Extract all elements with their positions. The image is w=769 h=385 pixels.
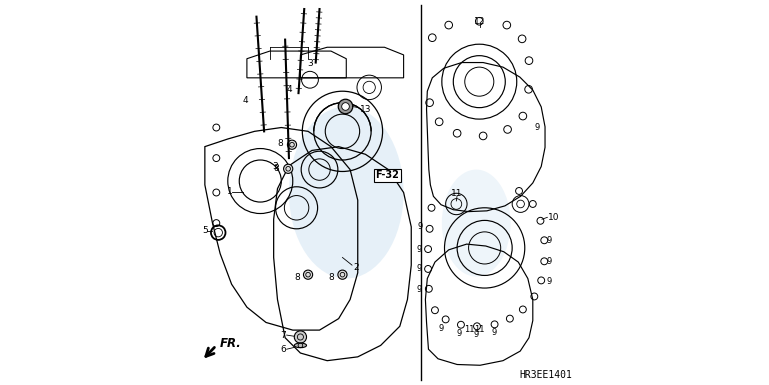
Text: 6: 6 <box>280 345 286 354</box>
Text: 9: 9 <box>547 257 552 266</box>
Text: F-32: F-32 <box>375 170 399 180</box>
Text: 4: 4 <box>287 85 293 94</box>
Text: 13: 13 <box>360 105 371 114</box>
Ellipse shape <box>442 169 511 276</box>
Text: 11: 11 <box>451 189 463 198</box>
Text: 9: 9 <box>474 330 479 339</box>
Text: 12: 12 <box>474 17 486 26</box>
Text: 9: 9 <box>492 328 498 336</box>
Text: 7: 7 <box>280 331 286 340</box>
Text: FR.: FR. <box>219 337 241 350</box>
Text: 9: 9 <box>417 264 422 273</box>
Text: 3: 3 <box>308 59 313 68</box>
Text: 9: 9 <box>547 236 552 245</box>
Text: 9: 9 <box>417 285 422 295</box>
Text: 9: 9 <box>457 329 461 338</box>
Text: 4: 4 <box>242 96 248 105</box>
Text: 8: 8 <box>294 273 300 282</box>
Text: 1: 1 <box>227 187 233 196</box>
Circle shape <box>295 331 307 343</box>
Text: 2: 2 <box>353 263 359 271</box>
Text: 3: 3 <box>272 162 278 171</box>
Text: 9: 9 <box>547 277 552 286</box>
Text: 9: 9 <box>438 324 444 333</box>
Text: 11: 11 <box>474 325 484 334</box>
Text: 9: 9 <box>418 223 423 231</box>
Circle shape <box>338 99 353 114</box>
Circle shape <box>304 270 313 279</box>
Text: 9: 9 <box>534 123 540 132</box>
Ellipse shape <box>289 107 404 278</box>
Circle shape <box>288 140 297 149</box>
Text: 5: 5 <box>201 226 208 235</box>
Circle shape <box>284 164 293 173</box>
Text: 8: 8 <box>274 164 279 173</box>
Text: 10: 10 <box>548 213 560 222</box>
Text: 11: 11 <box>464 325 474 334</box>
Text: 8: 8 <box>278 139 283 148</box>
Circle shape <box>338 270 347 279</box>
Ellipse shape <box>295 343 307 348</box>
Text: 8: 8 <box>328 273 334 282</box>
Circle shape <box>341 103 349 110</box>
Text: 9: 9 <box>417 244 422 254</box>
Text: HR3EE1401: HR3EE1401 <box>519 370 572 380</box>
